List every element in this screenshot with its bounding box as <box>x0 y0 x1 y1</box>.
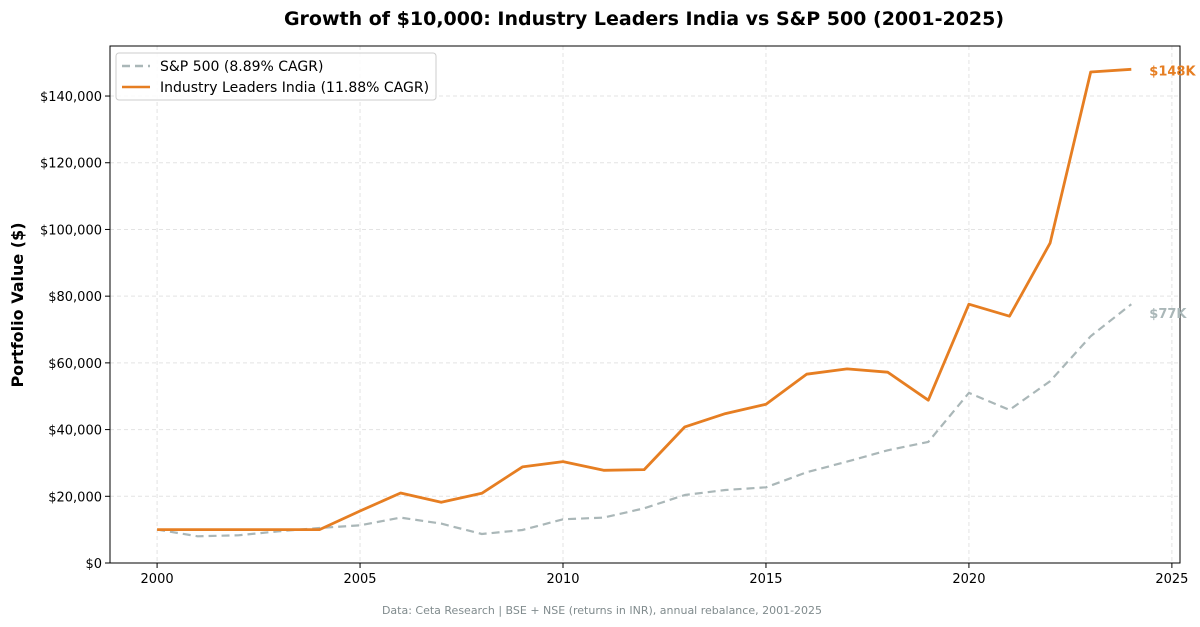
y-tick-label: $80,000 <box>48 290 102 305</box>
x-tick-label: 2025 <box>1155 572 1188 587</box>
legend-label-sp500: S&P 500 (8.89% CAGR) <box>160 59 323 75</box>
y-tick-label: $40,000 <box>48 424 102 439</box>
x-tick-label: 2010 <box>546 572 579 587</box>
grid <box>110 46 1180 564</box>
chart-title: Growth of $10,000: Industry Leaders Indi… <box>284 8 1004 30</box>
series-line-1 <box>157 67 1132 531</box>
y-axis: $0 $20,000 $40,000 $60,000 $80,000 $100,000 $1… <box>40 90 110 572</box>
series-line-0 <box>156 303 1132 538</box>
legend: S&P 500 (8.89% CAGR) Industry Leaders In… <box>115 52 437 101</box>
end-labels: $77K $148K <box>1149 64 1196 322</box>
end-label-0: $77K <box>1149 307 1187 322</box>
x-tick-label: 2000 <box>141 572 174 587</box>
footer-note: Data: Ceta Research | BSE + NSE (returns… <box>382 604 822 617</box>
plot-frame <box>109 45 1181 564</box>
y-tick-label: $100,000 <box>40 223 102 238</box>
end-label-1: $148K <box>1149 64 1196 79</box>
legend-label-industry-leaders: Industry Leaders India (11.88% CAGR) <box>160 80 429 96</box>
x-tick-label: 2005 <box>343 572 376 587</box>
y-tick-label: $120,000 <box>40 157 102 172</box>
y-tick-label: $140,000 <box>40 90 102 105</box>
x-tick-label: 2020 <box>952 572 985 587</box>
series-lines <box>156 67 1132 538</box>
legend-box <box>115 52 437 101</box>
y-tick-label: $0 <box>85 557 102 572</box>
y-tick-label: $20,000 <box>48 490 102 505</box>
x-axis: 2000 2005 2010 2015 2020 2025 <box>141 563 1188 587</box>
y-tick-label: $60,000 <box>48 357 102 372</box>
x-tick-label: 2015 <box>749 572 782 587</box>
y-axis-label: Portfolio Value ($) <box>8 222 27 387</box>
